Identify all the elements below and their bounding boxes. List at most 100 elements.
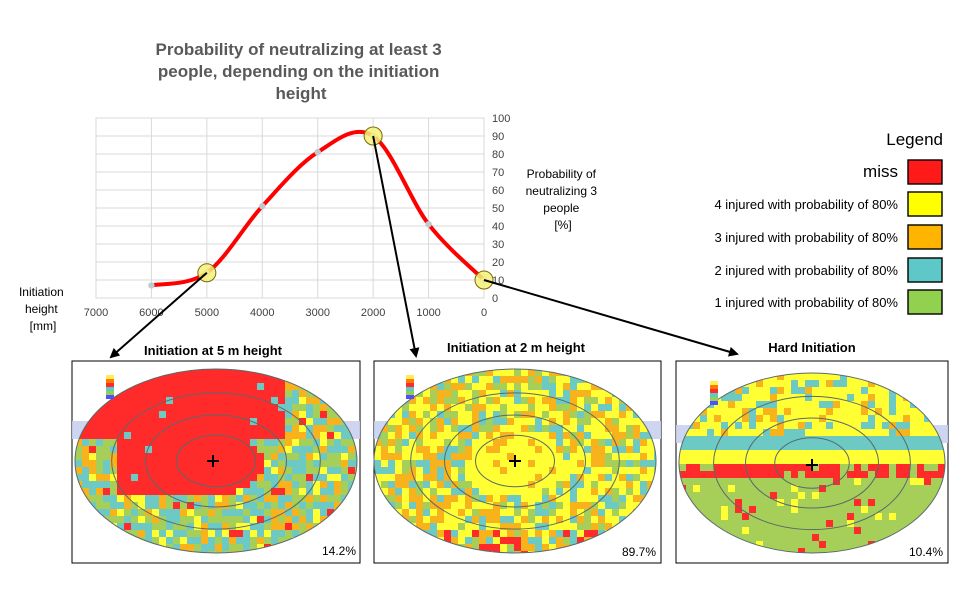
heatmap-cell [563, 397, 570, 404]
heatmap-cell [75, 453, 82, 460]
heatmap-cell [535, 432, 542, 439]
heatmap-cell [763, 422, 770, 429]
heatmap-cell [236, 523, 243, 530]
heatmap-cell [549, 474, 556, 481]
heatmap-cell [306, 432, 313, 439]
heatmap-cell [180, 411, 187, 418]
heatmap-cell [679, 457, 686, 464]
heatmap-cell [173, 439, 180, 446]
heatmap-cell [180, 418, 187, 425]
heatmap-cell [805, 513, 812, 520]
heatmap-cell [812, 499, 819, 506]
heatmap-cell [868, 478, 875, 485]
heatmap-cell [208, 439, 215, 446]
heatmap-cell [327, 481, 334, 488]
heatmap-cell [500, 411, 507, 418]
heatmap-cell [416, 411, 423, 418]
heatmap-cell [236, 481, 243, 488]
heatmap-cell [271, 404, 278, 411]
heatmap-cell [458, 509, 465, 516]
heatmap-cell [82, 439, 89, 446]
heatmap-cell [756, 499, 763, 506]
heatmap-cell [507, 404, 514, 411]
heatmap-cell [187, 481, 194, 488]
heatmap-cell [521, 509, 528, 516]
heatmap-cell [327, 432, 334, 439]
heatmap-cell [180, 544, 187, 551]
heatmap-cell [896, 506, 903, 513]
heatmap-cell [514, 383, 521, 390]
heatmap-cell [756, 485, 763, 492]
heatmap-cell [700, 499, 707, 506]
heatmap-cell [826, 520, 833, 527]
heatmap-cell [626, 502, 633, 509]
heatmap-cell [514, 544, 521, 551]
heatmap-cell [131, 460, 138, 467]
heatmap-cell [770, 387, 777, 394]
heatmap-cell [570, 418, 577, 425]
heatmap-cell [257, 481, 264, 488]
heatmap-cell [493, 383, 500, 390]
heatmap-cell [131, 418, 138, 425]
heatmap-cell [299, 516, 306, 523]
heatmap-cell [798, 373, 805, 380]
heatmap-cell [409, 516, 416, 523]
heatmap-cell [619, 467, 626, 474]
heatmap-cell [75, 446, 82, 453]
target-ring [111, 392, 321, 530]
heatmap-cell [486, 425, 493, 432]
heatmap-cell [903, 464, 910, 471]
heatmap-cell [861, 443, 868, 450]
panel-title-5m: Initiation at 5 m height [144, 343, 283, 358]
heatmap-cell [549, 446, 556, 453]
heatmap-cell [320, 516, 327, 523]
heatmap-cell [693, 492, 700, 499]
heatmap-cell [749, 506, 756, 513]
heatmap-cell [535, 530, 542, 537]
heatmap-cell [570, 509, 577, 516]
heatmap-cell [514, 474, 521, 481]
heatmap-cell [194, 439, 201, 446]
heatmap-cell [271, 383, 278, 390]
heatmap-cell [271, 523, 278, 530]
heatmap-cell [826, 401, 833, 408]
heatmap-cell [679, 450, 686, 457]
heatmap-cell [416, 481, 423, 488]
heatmap-cell [327, 453, 334, 460]
heatmap-cell [798, 541, 805, 548]
heatmap-cell [826, 527, 833, 534]
heatmap-cell [486, 404, 493, 411]
heatmap-cell [514, 467, 521, 474]
heatmap-cell [700, 422, 707, 429]
heatmap-cell [791, 492, 798, 499]
heatmap-cell [805, 373, 812, 380]
heatmap-cell [493, 453, 500, 460]
heatmap-cell [500, 481, 507, 488]
heatmap-cell [819, 443, 826, 450]
heatmap-cell [409, 502, 416, 509]
heatmap-cell [700, 506, 707, 513]
heatmap-cell [201, 530, 208, 537]
heatmap-cell [514, 502, 521, 509]
heatmap-cell [591, 523, 598, 530]
heatmap-cell [264, 488, 271, 495]
heatmap-cell [833, 520, 840, 527]
heatmap-cell [451, 376, 458, 383]
heatmap-cell [430, 418, 437, 425]
heatmap-cell [96, 495, 103, 502]
heatmap-cell [833, 436, 840, 443]
heatmap-cell [348, 439, 355, 446]
heatmap-cell [938, 478, 945, 485]
heatmap-cell [605, 390, 612, 397]
heatmap-cell [458, 481, 465, 488]
heatmap-cell [535, 481, 542, 488]
heatmap-cell [833, 373, 840, 380]
heatmap-cell [833, 408, 840, 415]
heatmap-cell [138, 397, 145, 404]
heatmap-cell [117, 397, 124, 404]
heatmap-cell [903, 513, 910, 520]
heatmap-cell [145, 439, 152, 446]
heatmap-cell [430, 530, 437, 537]
heatmap-cell [875, 450, 882, 457]
sensor-stripe [710, 381, 718, 385]
